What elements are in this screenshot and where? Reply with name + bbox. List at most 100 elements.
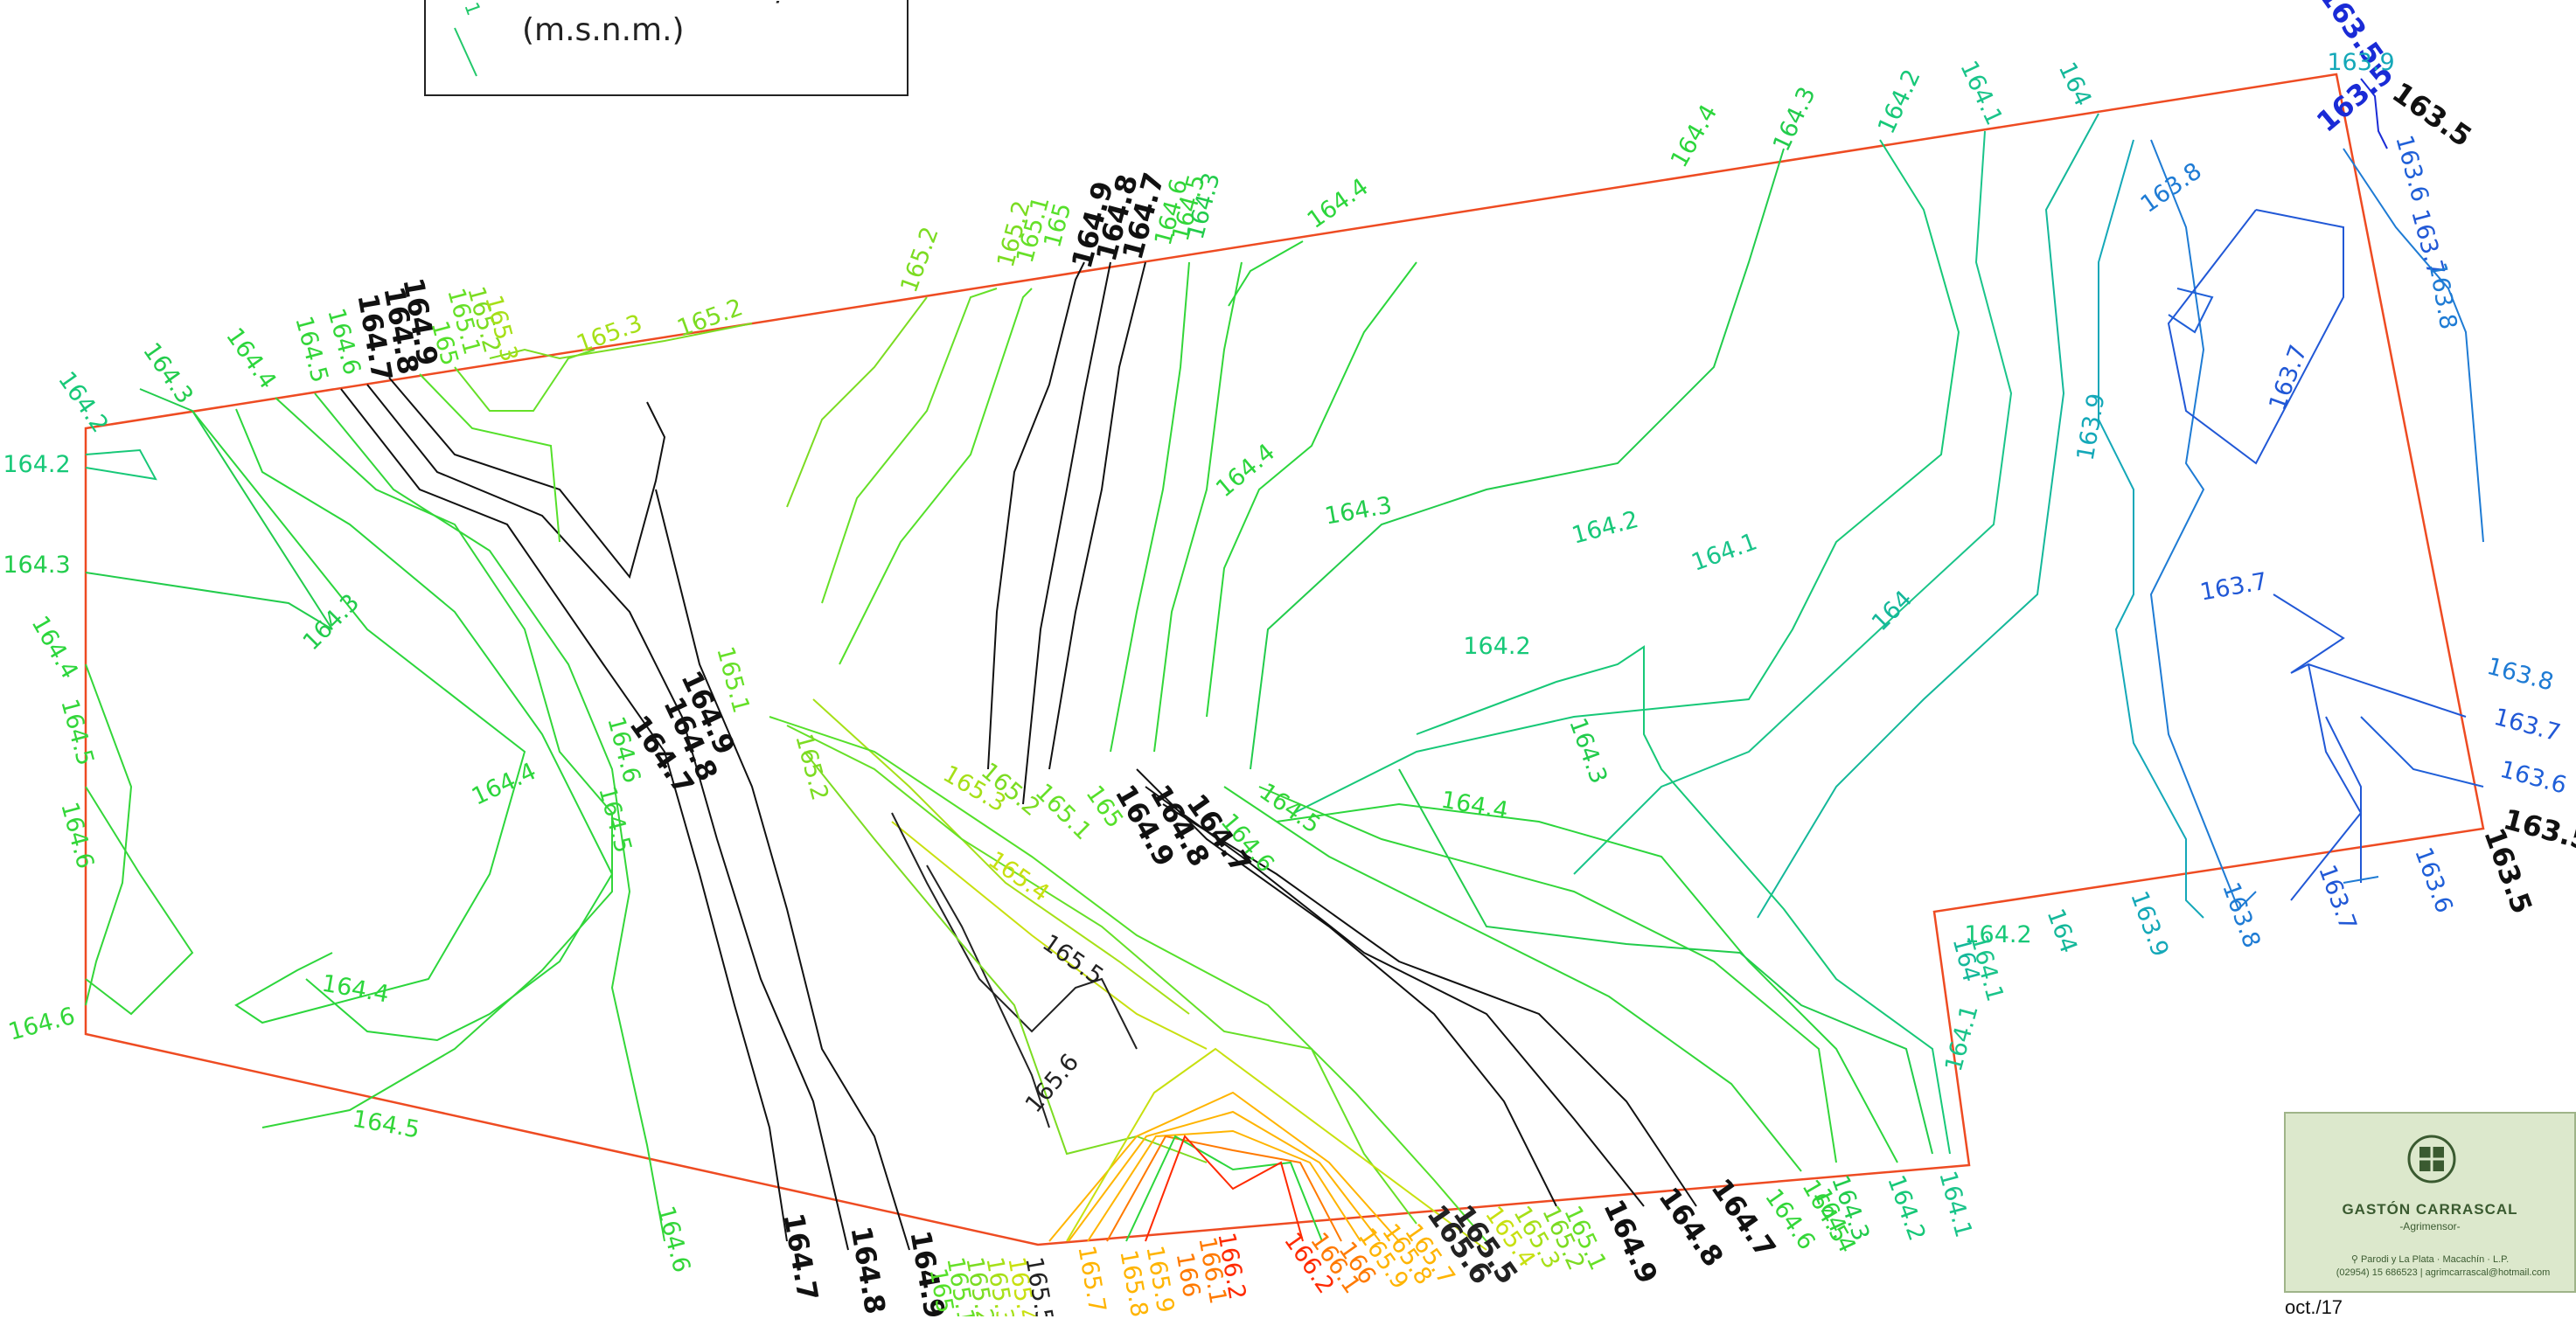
contour-label: 165.5	[1037, 929, 1108, 990]
location-pin-icon: ⚲	[2350, 1254, 2358, 1265]
contour-label: 163.8	[2136, 157, 2207, 219]
surveyor-stamp: GASTÓN CARRASCAL -Agrimensor- ⚲ Parodi y…	[2284, 1112, 2576, 1293]
legend-line-icon: 1	[454, 0, 484, 77]
contour-label: 165.1	[1030, 779, 1097, 846]
contour-label: 164	[2042, 906, 2083, 957]
contour-lines	[85, 78, 2484, 1251]
contour-line	[786, 725, 1417, 1225]
contour-label: 165.4	[983, 846, 1054, 907]
contour-line	[1162, 803, 1697, 1207]
contour-line	[191, 410, 526, 1024]
contour-labels: 164.2 164.3 164.4 164.5 164.6 164.7 164.8 164.9…	[3, 0, 2576, 1316]
contour-label: 164.5	[55, 696, 99, 768]
contour-line	[1066, 1047, 1487, 1251]
contour-line	[85, 786, 194, 1016]
contour-line	[2167, 209, 2344, 465]
contour-label: 164.6	[651, 1203, 695, 1275]
contour-label: 164.4	[1211, 439, 1280, 503]
contour-label: 164.8	[844, 1224, 892, 1316]
plan-date: oct./17	[2285, 1296, 2343, 1318]
contour-label: 164.3	[3, 552, 70, 579]
contour-label: 164.2	[1569, 506, 1641, 550]
contour-label: 164.2	[1882, 1171, 1931, 1244]
contour-label: 164.1	[1933, 1168, 1977, 1240]
contour-line	[786, 296, 928, 508]
contour-label: 164.6	[5, 1003, 78, 1046]
contour-label: 163.7	[2264, 341, 2313, 413]
contour-label: 165.2	[895, 223, 944, 295]
contour-label: 164.2	[1463, 633, 1530, 660]
contour-line	[769, 716, 1487, 1242]
contour-label: 163.6	[2497, 756, 2570, 800]
legend-unit: (m.s.n.m.)	[522, 12, 685, 48]
contour-label: 164.4	[1439, 787, 1511, 825]
contour-line	[891, 812, 1138, 1050]
contour-label: 164.1	[1954, 57, 2008, 129]
contour-line	[926, 864, 1050, 1128]
contour-label: 164.3	[1563, 714, 1612, 787]
contour-label: 164.2	[1873, 66, 1926, 138]
contour-label: 164.4	[1666, 101, 1723, 172]
contour-line	[2360, 716, 2484, 788]
contour-label: 164.1	[1940, 1002, 1984, 1074]
contour-line	[1223, 786, 1802, 1172]
contour-label: 164.1	[1688, 528, 1760, 577]
contour-label: 163.8	[2484, 653, 2557, 697]
contour-label: 164	[1867, 586, 1918, 636]
contour-line	[655, 489, 910, 1251]
contour-label: 164	[2053, 58, 2097, 110]
contour-line	[1087, 1129, 1361, 1242]
contour-label: 164.2	[52, 367, 114, 438]
contour-line	[1022, 261, 1111, 805]
contour-label: 163.8	[2423, 260, 2461, 332]
contour-line	[1068, 1110, 1381, 1242]
contour-label: 163.9	[2072, 392, 2111, 463]
svg-text:1: 1	[459, 0, 484, 18]
contour-line	[1398, 768, 1933, 1155]
contour-line	[1228, 240, 1304, 307]
contour-label: 163.9	[2327, 49, 2394, 76]
contour-line	[2290, 663, 2363, 901]
contour-line	[1416, 645, 1951, 1155]
contour-line	[2343, 148, 2484, 543]
contour-line	[2343, 876, 2379, 884]
contour-line	[891, 821, 1208, 1050]
contour-line	[987, 261, 1085, 770]
contour-line	[2098, 139, 2204, 919]
contour-line	[1145, 786, 1645, 1207]
contour-label: 164.4	[26, 612, 83, 684]
contour-line	[2168, 288, 2214, 334]
contour-line	[340, 388, 788, 1242]
contour-label: 163.6	[2390, 132, 2433, 205]
contour-line	[839, 288, 1033, 665]
legend-text: Curvas de nivel / Cota (m.s.n.m.)	[522, 0, 869, 51]
contour-label: 163.7	[2491, 704, 2564, 747]
contour-line	[1258, 786, 1837, 1163]
legend-title: Curvas de nivel / Cota	[522, 1, 869, 10]
contour-line	[1110, 261, 1190, 753]
contour-label: 164.4	[468, 758, 540, 811]
contour-label: 164.5	[351, 1106, 422, 1144]
contour-label: 164.2	[1964, 921, 2031, 948]
contour-line	[85, 448, 157, 481]
contour-label: 164.6	[55, 799, 99, 871]
property-boundary	[84, 73, 2485, 1246]
contour-line	[1276, 802, 1898, 1163]
contour-label: 163.7	[2198, 568, 2270, 607]
surveyor-contact: (02954) 15 686523 | agrimcarrascal@hotma…	[2336, 1267, 2551, 1278]
contour-label: 163.7	[2313, 861, 2362, 934]
contour-label: 164.7	[776, 1211, 825, 1303]
contour-label: 165.7	[1072, 1244, 1110, 1316]
surveyor-title: -Agrimensor-	[2399, 1220, 2461, 1232]
contour-label: 164.2	[3, 451, 70, 478]
contour-line	[2273, 594, 2467, 718]
contour-line	[2360, 78, 2388, 149]
contour-line	[85, 663, 133, 1006]
surveyor-address-text: Parodi y La Plata · Macachín · L.P.	[2360, 1254, 2510, 1265]
surveyor-name: GASTÓN CARRASCAL	[2342, 1201, 2518, 1218]
contour-label: 164.4	[1303, 173, 1374, 234]
contour-line	[1153, 261, 1243, 753]
contour-label: 165.2	[673, 294, 746, 343]
contour-line	[1125, 1135, 1323, 1242]
